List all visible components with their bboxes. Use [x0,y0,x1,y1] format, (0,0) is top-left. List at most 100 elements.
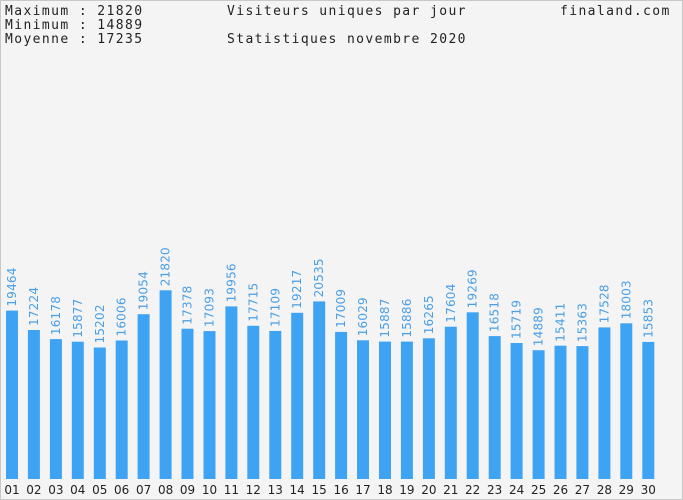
value-label-05: 15202 [93,304,107,343]
chart-title: Visiteurs uniques par jour [227,4,467,19]
value-label-01: 19464 [5,267,19,306]
x-tick-label-16: 16 [333,483,348,497]
max-stat: Maximum : 21820 [5,4,144,19]
site-name: finaland.com [560,4,671,19]
value-label-07: 19054 [137,271,151,310]
x-tick-label-17: 17 [355,483,370,497]
avg-stat: Moyenne : 17235 [5,32,144,47]
x-tick-label-07: 07 [136,483,151,497]
x-tick-label-01: 01 [4,483,19,497]
value-label-02: 17224 [27,287,41,326]
value-label-08: 21820 [159,247,173,286]
value-label-16: 17009 [334,289,348,328]
bar-18 [379,341,391,479]
bar-26 [554,345,567,479]
avg-label: Moyenne [5,32,70,47]
x-tick-label-23: 23 [487,483,502,497]
bar-12 [247,325,260,479]
value-label-28: 17528 [597,284,611,323]
x-tick-label-03: 03 [48,483,63,497]
x-tick-label-15: 15 [312,483,327,497]
value-label-15: 20535 [312,258,326,297]
value-label-03: 16178 [49,296,63,335]
bar-22 [466,312,479,479]
x-tick-label-19: 19 [399,483,414,497]
value-label-09: 17378 [181,286,195,325]
avg-value: 17235 [97,32,144,47]
value-label-26: 15411 [554,303,568,342]
bar-28 [598,327,611,479]
x-tick-label-14: 14 [290,483,305,497]
value-label-14: 19217 [290,270,304,309]
bar-20 [422,338,435,479]
bar-29 [620,323,633,479]
bar-13 [269,331,282,479]
value-label-18: 15887 [378,298,392,337]
x-tick-label-27: 27 [575,483,590,497]
max-value: 21820 [97,4,144,19]
value-label-24: 15719 [510,300,524,339]
value-label-19: 15886 [400,298,414,337]
x-tick-label-02: 02 [26,483,41,497]
x-tick-label-25: 25 [531,483,546,497]
x-tick-label-13: 13 [268,483,283,497]
x-tick-label-21: 21 [443,483,458,497]
bar-05 [93,347,106,479]
value-label-30: 15853 [641,299,655,338]
max-label: Maximum [5,4,70,19]
value-label-04: 15877 [71,299,85,338]
bar-03 [49,339,62,479]
x-tick-label-12: 12 [246,483,261,497]
value-label-17: 16029 [356,297,370,336]
bar-01 [6,310,18,479]
value-label-22: 19269 [466,269,480,308]
bar-14 [291,312,304,479]
x-tick-label-28: 28 [597,483,612,497]
value-label-25: 14889 [532,307,546,346]
value-label-27: 15363 [575,303,589,342]
min-label: Minimum [5,18,70,33]
x-tick-label-30: 30 [641,483,656,497]
value-label-21: 17604 [444,284,458,323]
value-label-12: 17715 [246,283,260,322]
bar-10 [203,331,216,479]
x-tick-label-09: 09 [180,483,195,497]
bar-07 [137,314,150,479]
x-tick-label-29: 29 [619,483,634,497]
bar-16 [335,331,348,479]
x-tick-label-04: 04 [70,483,85,497]
bar-06 [115,340,128,479]
value-label-06: 16006 [115,297,129,336]
x-tick-label-10: 10 [202,483,217,497]
min-stat: Minimum : 14889 [5,18,144,33]
bar-21 [444,326,457,479]
bar-09 [181,328,194,479]
x-tick-label-06: 06 [114,483,129,497]
bar-24 [510,343,523,479]
value-label-10: 17093 [203,288,217,327]
bar-23 [488,336,501,479]
bar-02 [27,330,40,479]
bar-15 [313,301,326,479]
x-tick-label-26: 26 [553,483,568,497]
x-tick-label-22: 22 [465,483,480,497]
x-tick-label-11: 11 [224,483,239,497]
min-value: 14889 [97,18,144,33]
x-tick-label-24: 24 [509,483,524,497]
bar-08 [159,290,172,479]
value-label-13: 17109 [268,288,282,327]
x-tick-label-20: 20 [421,483,436,497]
bar-19 [400,341,413,479]
bar-04 [71,341,84,479]
x-tick-label-08: 08 [158,483,173,497]
bar-30 [642,341,655,479]
value-label-23: 16518 [488,293,502,332]
x-tick-label-18: 18 [377,483,392,497]
chart-subtitle: Statistiques novembre 2020 [227,32,467,47]
bar-27 [576,346,589,479]
bar-11 [225,306,238,479]
value-label-20: 16265 [422,295,436,334]
value-label-11: 19956 [224,263,238,302]
bar-25 [532,350,545,479]
